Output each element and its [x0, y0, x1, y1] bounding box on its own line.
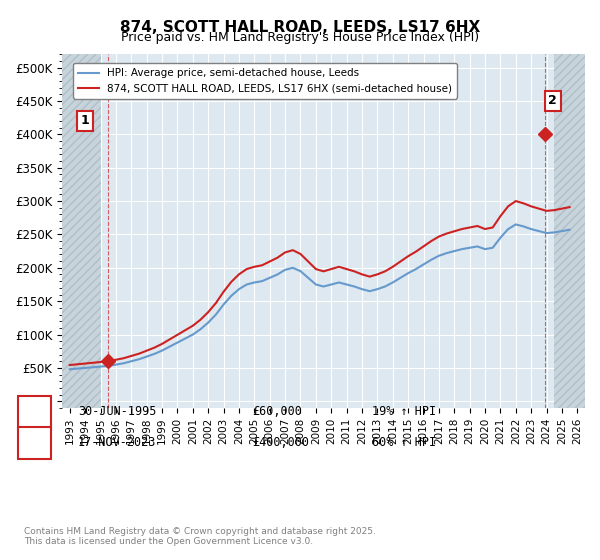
- FancyBboxPatch shape: [18, 427, 51, 459]
- Text: 19% ↑ HPI: 19% ↑ HPI: [372, 405, 436, 418]
- 874, SCOTT HALL ROAD, LEEDS, LS17 6HX (semi-detached house): [281, 249, 289, 256]
- 874, SCOTT HALL ROAD, LEEDS, LS17 6HX (semi-detached house): [66, 362, 73, 368]
- HPI: Average price, semi-detached house, Leeds: (2.02e+03, 2.65e+05): Average price, semi-detached house, Leed…: [512, 221, 520, 228]
- HPI: Average price, semi-detached house, Leeds: (2e+03, 1.45e+05): Average price, semi-detached house, Leed…: [220, 301, 227, 308]
- Text: 30-JUN-1995: 30-JUN-1995: [78, 405, 157, 418]
- 874, SCOTT HALL ROAD, LEEDS, LS17 6HX (semi-detached house): [189, 323, 196, 329]
- Text: Price paid vs. HM Land Registry's House Price Index (HPI): Price paid vs. HM Land Registry's House …: [121, 31, 479, 44]
- Text: 2: 2: [548, 95, 557, 108]
- HPI: Average price, semi-detached house, Leeds: (2e+03, 5.3e+04): Average price, semi-detached house, Leed…: [104, 362, 112, 369]
- Legend: HPI: Average price, semi-detached house, Leeds, 874, SCOTT HALL ROAD, LEEDS, LS1: HPI: Average price, semi-detached house,…: [73, 63, 457, 99]
- HPI: Average price, semi-detached house, Leeds: (2.02e+03, 2.28e+05): Average price, semi-detached house, Leed…: [458, 246, 466, 253]
- Line: 874, SCOTT HALL ROAD, LEEDS, LS17 6HX (semi-detached house): 874, SCOTT HALL ROAD, LEEDS, LS17 6HX (s…: [70, 201, 569, 365]
- 874, SCOTT HALL ROAD, LEEDS, LS17 6HX (semi-detached house): [566, 204, 573, 211]
- Text: £60,000: £60,000: [252, 405, 302, 418]
- HPI: Average price, semi-detached house, Leeds: (1.99e+03, 4.8e+04): Average price, semi-detached house, Leed…: [66, 366, 73, 372]
- Text: £400,000: £400,000: [252, 436, 309, 449]
- HPI: Average price, semi-detached house, Leeds: (2e+03, 1e+05): Average price, semi-detached house, Leed…: [189, 331, 196, 338]
- HPI: Average price, semi-detached house, Leeds: (2.03e+03, 2.57e+05): Average price, semi-detached house, Leed…: [566, 226, 573, 233]
- Text: 874, SCOTT HALL ROAD, LEEDS, LS17 6HX: 874, SCOTT HALL ROAD, LEEDS, LS17 6HX: [120, 20, 480, 35]
- Text: 17-NOV-2023: 17-NOV-2023: [78, 436, 157, 449]
- Bar: [62, 54, 101, 408]
- 874, SCOTT HALL ROAD, LEEDS, LS17 6HX (semi-detached house): [512, 198, 520, 204]
- HPI: Average price, semi-detached house, Leeds: (2.02e+03, 2.55e+05): Average price, semi-detached house, Leed…: [535, 228, 542, 235]
- Text: 1: 1: [30, 405, 38, 418]
- 874, SCOTT HALL ROAD, LEEDS, LS17 6HX (semi-detached house): [220, 288, 227, 295]
- 874, SCOTT HALL ROAD, LEEDS, LS17 6HX (semi-detached house): [535, 206, 542, 212]
- 874, SCOTT HALL ROAD, LEEDS, LS17 6HX (semi-detached house): [458, 226, 466, 232]
- Text: Contains HM Land Registry data © Crown copyright and database right 2025.
This d: Contains HM Land Registry data © Crown c…: [24, 526, 376, 546]
- HPI: Average price, semi-detached house, Leeds: (2.01e+03, 1.97e+05): Average price, semi-detached house, Leed…: [281, 267, 289, 273]
- Text: 2: 2: [30, 436, 38, 449]
- Text: 60% ↑ HPI: 60% ↑ HPI: [372, 436, 436, 449]
- Line: HPI: Average price, semi-detached house, Leeds: HPI: Average price, semi-detached house,…: [70, 225, 569, 369]
- Text: 1: 1: [81, 114, 89, 128]
- 874, SCOTT HALL ROAD, LEEDS, LS17 6HX (semi-detached house): [104, 358, 112, 365]
- FancyBboxPatch shape: [18, 396, 51, 428]
- Bar: [554, 54, 585, 408]
